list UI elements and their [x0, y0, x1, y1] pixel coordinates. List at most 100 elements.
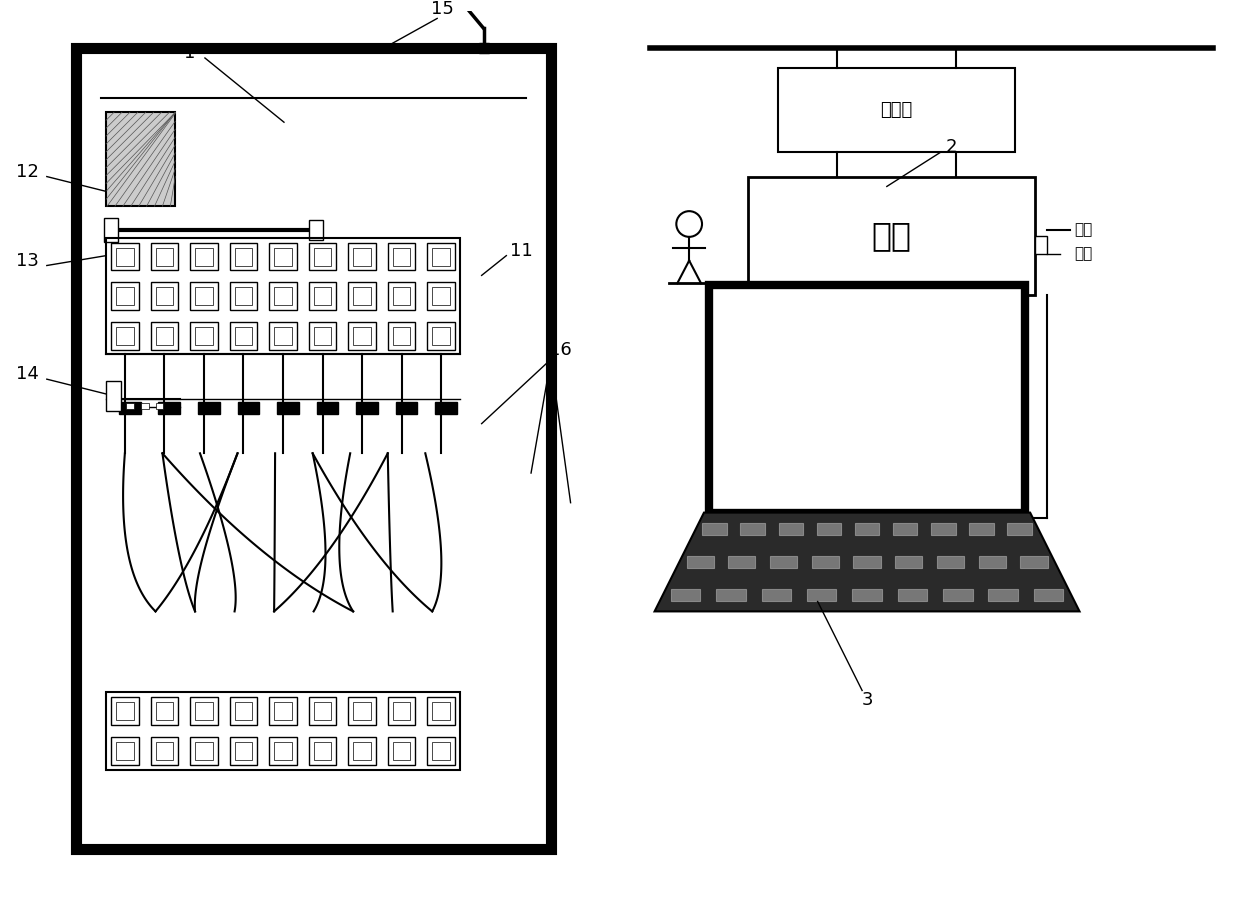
Bar [190, 242, 218, 270]
Bar [393, 742, 410, 760]
Bar [126, 403, 134, 409]
Bar [896, 556, 922, 568]
Bar [943, 589, 973, 601]
Bar [393, 327, 410, 345]
Text: 15: 15 [431, 0, 453, 18]
Bar [107, 692, 460, 770]
Polygon shape [654, 513, 1079, 612]
Bar [1007, 524, 1032, 535]
Bar [313, 327, 331, 345]
Bar [234, 742, 253, 760]
Bar [898, 589, 927, 601]
Bar [274, 287, 292, 305]
Bar [195, 327, 213, 345]
Bar [141, 403, 149, 409]
Bar [112, 242, 139, 270]
Text: 14: 14 [16, 365, 38, 383]
Bar [353, 327, 370, 345]
Bar [229, 737, 258, 764]
Bar [229, 321, 258, 349]
Bar [77, 48, 551, 849]
Text: 网线: 网线 [1074, 246, 1093, 261]
Bar [313, 248, 331, 266]
Bar [741, 524, 766, 535]
Bar [195, 287, 213, 305]
Bar [317, 402, 338, 414]
Bar [119, 402, 141, 414]
Bar [234, 248, 253, 266]
Bar [353, 248, 370, 266]
Text: 16: 16 [549, 340, 572, 358]
Bar [269, 698, 297, 725]
Bar [432, 702, 450, 720]
Bar [893, 524, 918, 535]
Bar [116, 702, 134, 720]
Bar [393, 248, 410, 266]
Bar [313, 287, 331, 305]
Bar [234, 287, 253, 305]
Bar [234, 327, 253, 345]
Bar [778, 68, 1015, 152]
Bar [269, 737, 297, 764]
Bar [709, 286, 1025, 513]
Bar [356, 402, 378, 414]
Bar [309, 220, 322, 240]
Bar [348, 282, 375, 310]
Bar [817, 524, 841, 535]
Bar [1021, 556, 1047, 568]
Bar [112, 737, 139, 764]
Bar [432, 287, 450, 305]
Bar [238, 402, 259, 414]
Text: 电源: 电源 [1074, 223, 1093, 237]
Bar [807, 589, 836, 601]
Bar [703, 524, 727, 535]
Bar [156, 287, 173, 305]
Bar [269, 321, 297, 349]
Bar [771, 556, 797, 568]
Text: 2: 2 [945, 138, 957, 156]
Bar [353, 287, 370, 305]
Bar [427, 698, 455, 725]
Bar [195, 248, 213, 266]
Bar [427, 737, 455, 764]
Bar [729, 556, 756, 568]
Bar [269, 242, 297, 270]
Bar [112, 321, 139, 349]
Bar [427, 242, 455, 270]
Bar [388, 282, 415, 310]
Bar [686, 556, 714, 568]
Bar [309, 282, 336, 310]
Bar [353, 742, 370, 760]
Bar [159, 402, 180, 414]
Bar [198, 402, 219, 414]
Bar [112, 282, 139, 310]
Bar [274, 702, 292, 720]
Text: 1: 1 [185, 44, 196, 62]
Bar [854, 556, 881, 568]
Bar [478, 43, 488, 53]
Text: 3: 3 [861, 691, 872, 709]
Bar [229, 698, 258, 725]
Bar [393, 702, 410, 720]
Bar [229, 242, 258, 270]
Bar [234, 702, 253, 720]
Bar [309, 242, 336, 270]
Bar [427, 321, 455, 349]
Bar [1033, 589, 1063, 601]
Bar [151, 737, 178, 764]
Bar [388, 242, 415, 270]
Bar [432, 327, 450, 345]
Bar [812, 556, 839, 568]
Bar [432, 742, 450, 760]
Bar [151, 698, 178, 725]
Text: 基站: 基站 [872, 219, 912, 252]
Bar [190, 698, 218, 725]
Bar [388, 698, 415, 725]
Bar [309, 698, 336, 725]
Bar [112, 698, 139, 725]
Bar [269, 282, 297, 310]
Bar [274, 248, 292, 266]
Bar [313, 702, 331, 720]
Bar [670, 589, 700, 601]
Bar [195, 702, 213, 720]
